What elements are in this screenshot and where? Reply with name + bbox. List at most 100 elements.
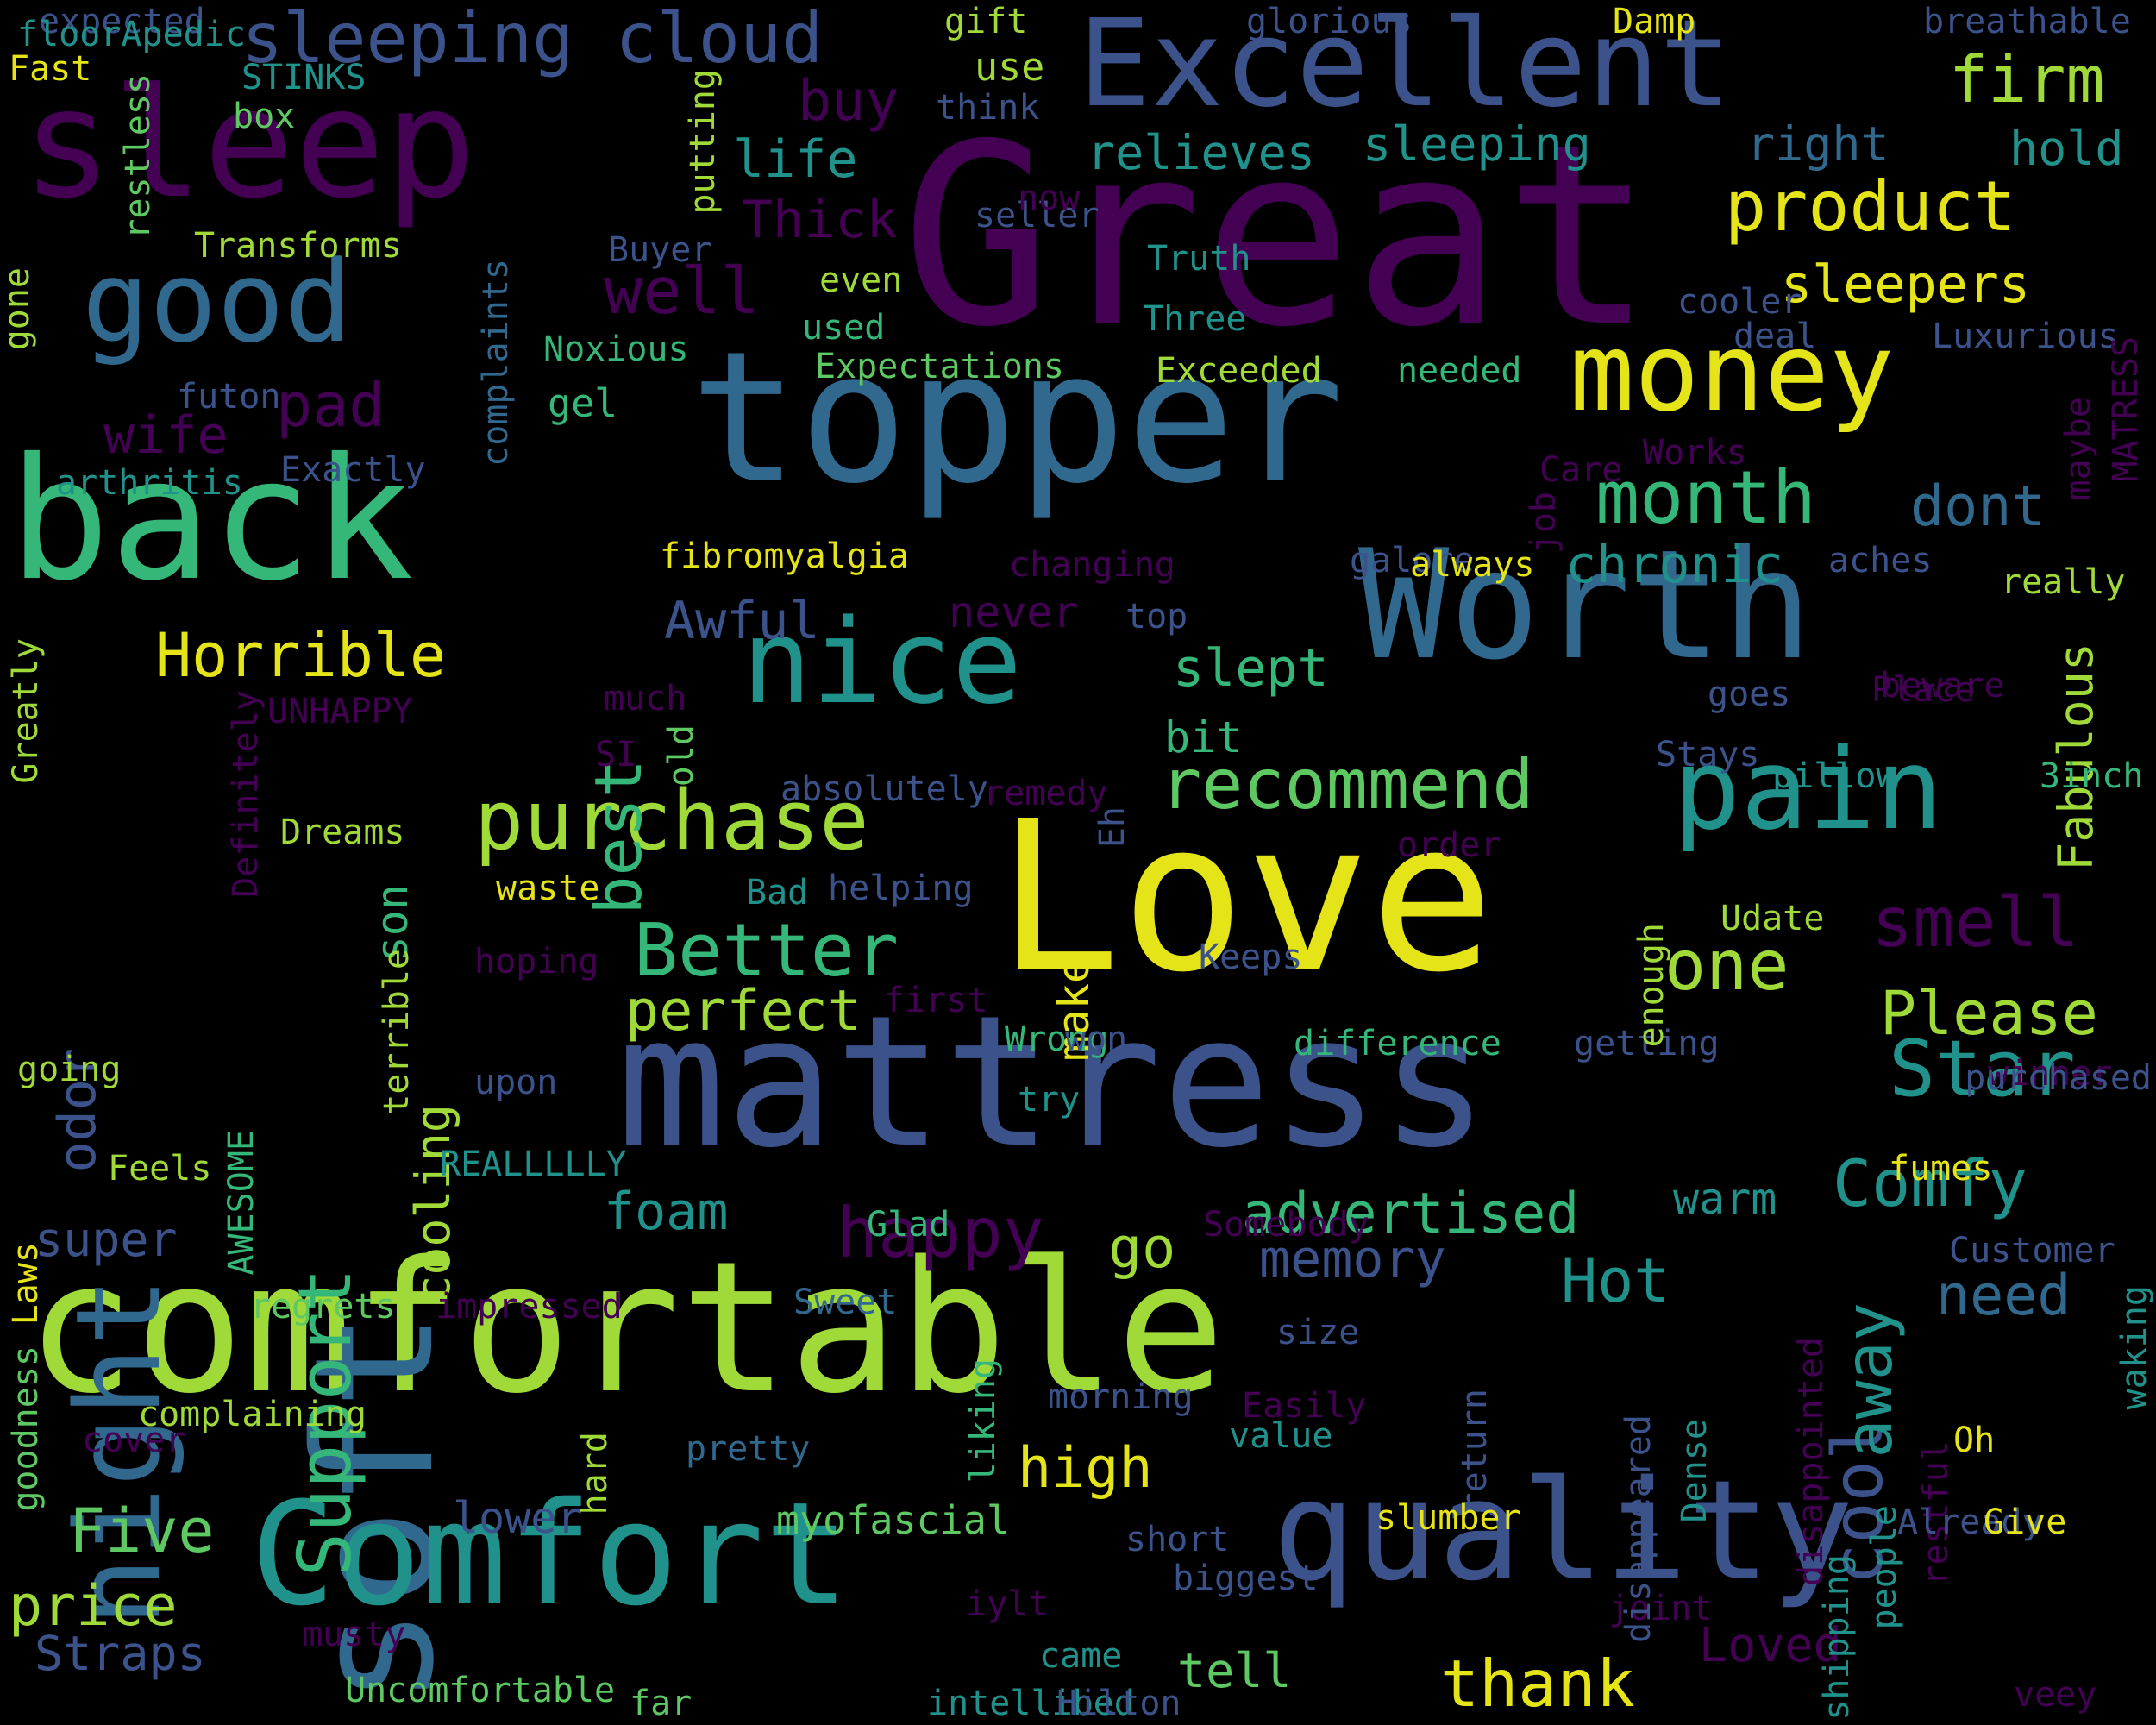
cloud-word: need [1936, 1264, 2071, 1328]
cloud-word: fibromyalgia [660, 536, 909, 576]
cloud-word: Customer [1949, 1231, 2115, 1270]
cloud-word: beware [1880, 666, 2005, 706]
cloud-word: Luxurious [1932, 317, 2119, 356]
cloud-word: Excellent [1078, 0, 1733, 135]
cloud-word: topper [690, 312, 1344, 524]
cloud-word: Please [1880, 978, 2098, 1049]
cloud-word: expected [39, 2, 205, 41]
cloud-word: dont [1910, 474, 2046, 539]
cloud-word: Awful [664, 591, 820, 651]
cloud-word: Laws [6, 1242, 46, 1326]
cloud-word: pain [1673, 724, 1944, 855]
cloud-word: Uncomfortable [345, 1671, 616, 1710]
cloud-word: Sweet [793, 1283, 898, 1322]
cloud-word: product [1725, 166, 2016, 247]
cloud-word: quality [1272, 1450, 1854, 1611]
cloud-word: intellibed [927, 1684, 1135, 1723]
cloud-word: morning [1048, 1377, 1194, 1417]
cloud-word: think [936, 88, 1040, 128]
cloud-word: needed [1397, 351, 1522, 391]
cloud-word: Eh [1093, 806, 1132, 849]
cloud-word: goes [1708, 674, 1791, 714]
cloud-word: cooling [405, 1104, 461, 1304]
cloud-word: buy [798, 69, 899, 134]
cloud-word: firm [1949, 41, 2105, 117]
cloud-word: Exactly [280, 450, 426, 490]
cloud-word: thank [1440, 1646, 1635, 1722]
cloud-word: Definitely [226, 690, 266, 898]
cloud-word: sleeping cloud [241, 0, 824, 78]
cloud-word: super [34, 1212, 178, 1267]
cloud-word: used [802, 308, 886, 348]
cloud-word: pillow [1772, 756, 1897, 796]
cloud-word: memory [1259, 1229, 1446, 1289]
cloud-word: enough [1632, 923, 1671, 1048]
cloud-word: perfect [625, 979, 862, 1044]
cloud-word: really [2001, 562, 2126, 602]
cloud-word: biggest [1173, 1559, 1319, 1598]
cloud-word: sleeping [1363, 116, 1591, 172]
cloud-word: arthritis [56, 463, 243, 503]
cloud-word: price [9, 1574, 178, 1639]
cloud-word: tell [1177, 1643, 1292, 1698]
cloud-word: winner [1988, 1054, 2113, 1094]
cloud-word: pad [276, 370, 385, 441]
cloud-word: wife [103, 405, 229, 466]
cloud-word: Dreams [280, 812, 405, 852]
cloud-word: going [17, 1050, 122, 1089]
cloud-word: maybe [2059, 397, 2098, 501]
cloud-word: complaints [476, 259, 516, 467]
cloud-word: top [1125, 597, 1188, 637]
cloud-word: galore [1350, 541, 1475, 580]
cloud-word: Feels [108, 1149, 212, 1189]
cloud-word: glorious [1246, 2, 1413, 41]
cloud-word: gift [944, 2, 1028, 41]
cloud-word: myofascial [776, 1497, 1010, 1543]
cloud-word: disappeared [1619, 1414, 1658, 1643]
cloud-word: waking [2115, 1285, 2154, 1410]
cloud-word: Hilton [1056, 1684, 1181, 1723]
cloud-word: warm [1673, 1174, 1777, 1224]
cloud-word: Udate [1720, 899, 1825, 938]
cloud-word: goodness [6, 1346, 46, 1512]
cloud-word: breathable [1923, 2, 2131, 41]
cloud-word: Exceeded [1156, 351, 1322, 391]
cloud-word: smell [1871, 882, 2079, 963]
cloud-word: Noxious [543, 329, 689, 369]
cloud-word: hoping [474, 942, 599, 982]
cloud-word: Keeps [1199, 938, 1303, 977]
cloud-word: floorApedic [17, 15, 246, 54]
cloud-word: foam [604, 1182, 729, 1242]
cloud-word: Worth [1358, 518, 1813, 693]
cloud-word: Oh [1953, 1421, 1996, 1460]
cloud-word: getting [1574, 1024, 1720, 1063]
cloud-word: musty [302, 1615, 406, 1654]
cloud-word: AWESOME [222, 1130, 261, 1276]
cloud-word: veey [2014, 1675, 2097, 1715]
cloud-word: money [1570, 310, 1895, 436]
cloud-word: life [733, 129, 858, 190]
cloud-word: now [1018, 179, 1081, 218]
cloud-word: gel [548, 380, 618, 426]
cloud-word: Love [996, 776, 1495, 1018]
cloud-word: sleep [22, 57, 476, 232]
cloud-word: Somebody [1203, 1205, 1369, 1245]
cloud-word: complaining [138, 1395, 367, 1434]
cloud-word: Comfy [1833, 1145, 2028, 1221]
cloud-word: restless [118, 73, 158, 240]
cloud-word: Great [901, 91, 1654, 382]
cloud-word: box [233, 97, 296, 136]
cloud-word: try [1018, 1080, 1081, 1120]
cloud-word: MATRESS [2106, 336, 2146, 482]
cloud-word: people [1865, 1505, 1904, 1630]
cloud-word: Better [634, 908, 899, 994]
cloud-word: happy [837, 1193, 1044, 1273]
cloud-word: Transforms [194, 226, 402, 266]
cloud-word: shipping [1817, 1554, 1857, 1721]
cloud-word: iylt [966, 1584, 1050, 1624]
cloud-word: Dense [1675, 1419, 1714, 1523]
cloud-word: old [661, 724, 701, 787]
cloud-word: deal [1733, 317, 1817, 356]
cloud-word: mattress [617, 976, 1489, 1188]
